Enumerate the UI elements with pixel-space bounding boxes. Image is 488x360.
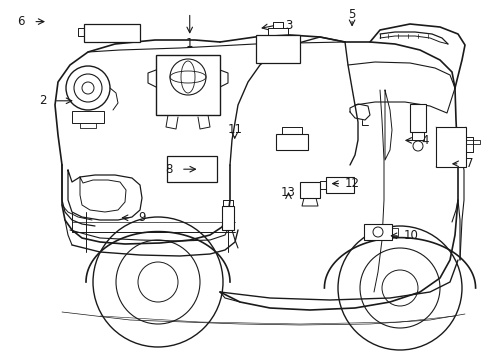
Text: 12: 12 bbox=[344, 177, 359, 190]
Bar bbox=[256, 35, 299, 63]
Text: 6: 6 bbox=[17, 15, 24, 28]
Bar bbox=[167, 156, 217, 182]
Text: 11: 11 bbox=[227, 123, 242, 136]
Bar bbox=[156, 55, 220, 115]
Bar bbox=[275, 134, 307, 150]
Bar bbox=[363, 224, 391, 240]
Text: 8: 8 bbox=[164, 163, 172, 176]
Text: 13: 13 bbox=[281, 186, 295, 199]
Text: 5: 5 bbox=[347, 8, 355, 21]
Text: 9: 9 bbox=[138, 211, 145, 224]
Text: 3: 3 bbox=[284, 19, 292, 32]
Bar bbox=[409, 104, 425, 132]
Text: 10: 10 bbox=[403, 229, 417, 242]
Text: 4: 4 bbox=[421, 134, 428, 147]
Text: 1: 1 bbox=[185, 37, 193, 50]
Text: 7: 7 bbox=[465, 157, 472, 170]
Bar bbox=[435, 127, 465, 167]
Bar bbox=[84, 24, 140, 42]
Bar bbox=[72, 111, 104, 123]
Bar bbox=[222, 206, 234, 230]
Bar bbox=[299, 182, 319, 198]
Text: 2: 2 bbox=[39, 94, 47, 107]
Bar bbox=[325, 177, 353, 193]
